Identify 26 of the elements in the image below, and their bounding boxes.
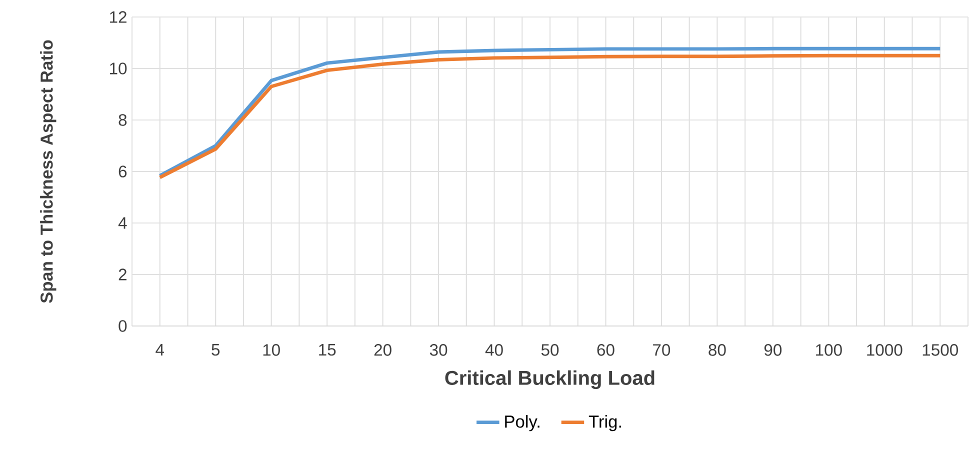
- y-tick-label: 2: [118, 268, 126, 280]
- x-tick-label: 15: [319, 344, 336, 356]
- x-tick-label: 100: [816, 344, 842, 356]
- y-tick-label: 6: [118, 166, 127, 178]
- x-tick-label: 50: [541, 344, 559, 356]
- x-tick-label: 90: [764, 344, 782, 356]
- x-tick-label: 1000: [867, 344, 902, 356]
- legend-label: Poly.: [505, 415, 540, 432]
- x-tick-label: 10: [263, 344, 280, 356]
- x-tick-label: 40: [485, 344, 503, 356]
- y-tick-label: 12: [110, 11, 126, 23]
- x-tick-label: 1500: [922, 344, 958, 356]
- y-tick-label: 10: [110, 62, 127, 74]
- x-tick-label: 5: [212, 344, 220, 356]
- x-tick-label: 80: [708, 344, 726, 356]
- x-axis-title: Critical Buckling Load: [445, 370, 654, 390]
- y-tick-label: 0: [118, 320, 127, 332]
- x-tick-label: 20: [374, 344, 392, 356]
- y-tick-label: 8: [118, 114, 127, 126]
- x-tick-label: 70: [653, 344, 670, 356]
- y-axis-title: Span to Thickness Aspect Ratio: [40, 40, 56, 303]
- x-tick-label: 30: [430, 344, 448, 356]
- x-tick-label: 4: [156, 344, 164, 356]
- legend-label: Trig.: [588, 415, 621, 432]
- x-tick-label: 60: [597, 344, 614, 356]
- y-tick-label: 4: [118, 217, 127, 229]
